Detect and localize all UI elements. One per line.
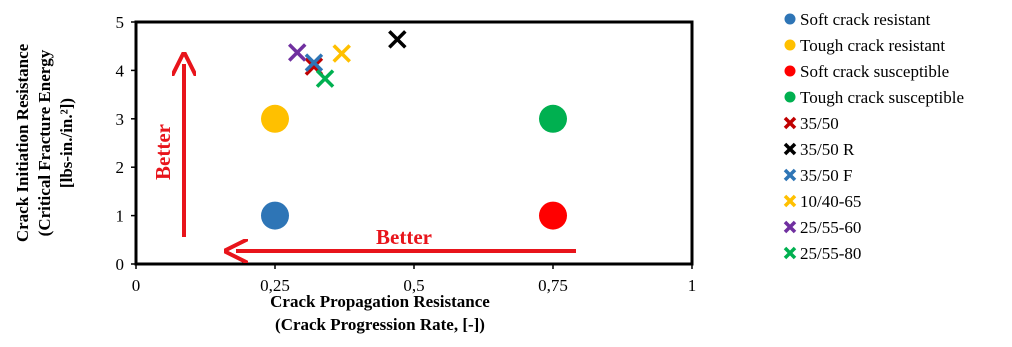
legend-item-label: 10/40-65 bbox=[800, 192, 861, 211]
legend-item-label: Soft crack susceptible bbox=[800, 62, 949, 81]
data-point-3 bbox=[539, 104, 567, 133]
y-axis-title-line: Crack Initiation Resistance bbox=[13, 43, 32, 242]
data-point-0 bbox=[261, 201, 289, 230]
legend-item-label: 25/55-60 bbox=[800, 218, 861, 237]
y-tick-label: 5 bbox=[116, 13, 125, 32]
better-label-vertical: Better bbox=[151, 124, 175, 180]
legend-marker bbox=[784, 91, 796, 103]
data-point-6 bbox=[304, 53, 324, 72]
x-axis-title: Crack Propagation Resistance bbox=[270, 292, 490, 311]
data-point-2 bbox=[539, 201, 567, 230]
legend-item-label: 25/55-80 bbox=[800, 244, 861, 263]
x-tick-label: 0 bbox=[132, 276, 141, 295]
legend-marker bbox=[784, 65, 796, 77]
legend-item-label: 35/50 R bbox=[800, 140, 855, 159]
legend-marker bbox=[783, 116, 797, 130]
x-tick-label: 1 bbox=[688, 276, 697, 295]
legend-marker bbox=[783, 168, 797, 182]
y-axis-title-line: (Critical Fracture Energy bbox=[35, 49, 54, 236]
x-tick-label: 0,75 bbox=[538, 276, 568, 295]
legend-item-label: 35/50 bbox=[800, 114, 839, 133]
legend-item-label: Tough crack resistant bbox=[800, 36, 945, 55]
legend-marker bbox=[784, 13, 796, 25]
data-point-7 bbox=[332, 44, 351, 63]
data-point-9 bbox=[315, 69, 335, 88]
y-tick-label: 4 bbox=[116, 61, 125, 80]
legend-item-label: Tough crack susceptible bbox=[800, 88, 964, 107]
data-point-1 bbox=[261, 104, 289, 133]
data-point-8 bbox=[288, 43, 307, 62]
y-tick-label: 2 bbox=[116, 158, 125, 177]
y-tick-label: 3 bbox=[116, 110, 125, 129]
legend-marker bbox=[783, 142, 797, 156]
legend-marker bbox=[783, 220, 797, 234]
x-tick-label: 0,5 bbox=[403, 276, 424, 295]
x-tick-label: 0,25 bbox=[260, 276, 290, 295]
legend-marker bbox=[784, 39, 796, 51]
x-axis-subtitle: (Crack Progression Rate, [-]) bbox=[275, 315, 485, 334]
y-tick-label: 0 bbox=[116, 255, 125, 274]
better-label-horizontal: Better bbox=[376, 225, 432, 249]
legend-marker bbox=[783, 246, 797, 260]
legend-item-label: Soft crack resistant bbox=[800, 10, 931, 29]
legend-item-label: 35/50 F bbox=[800, 166, 852, 185]
data-point-5 bbox=[388, 30, 407, 49]
legend-marker bbox=[783, 194, 797, 208]
y-tick-label: 1 bbox=[116, 207, 125, 226]
y-axis-title-line: [lbs-in./in.²]) bbox=[57, 98, 76, 188]
